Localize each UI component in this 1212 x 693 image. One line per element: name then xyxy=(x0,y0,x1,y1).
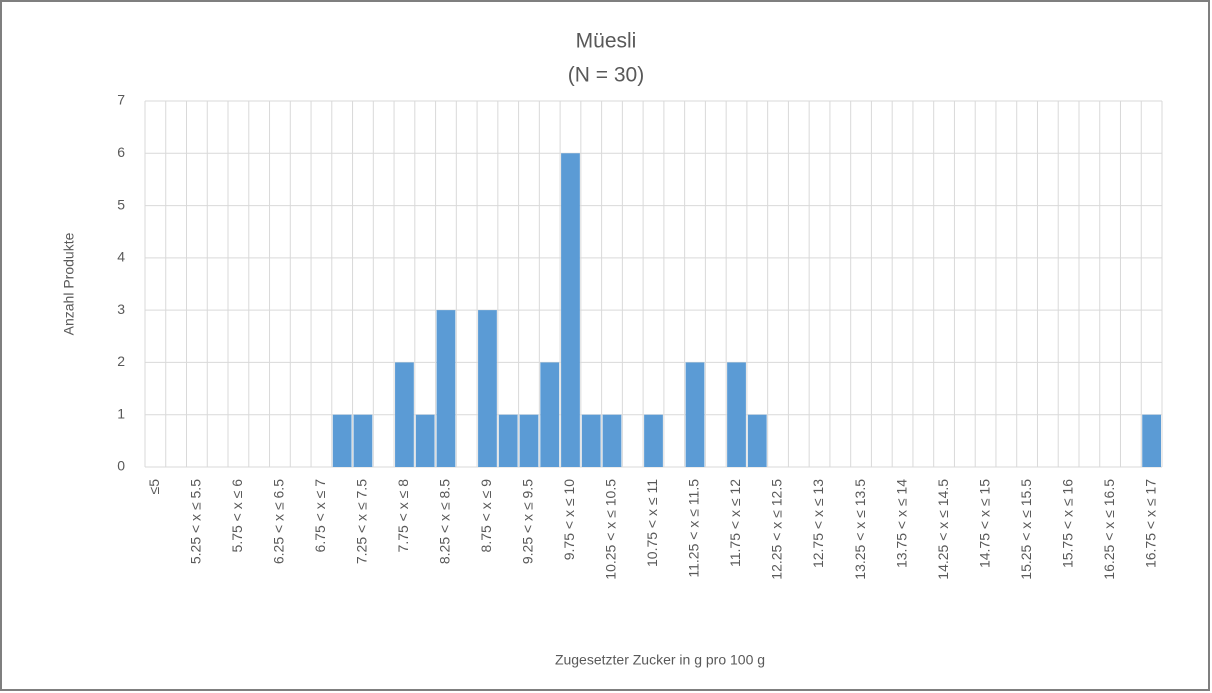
chart-title: Müesli xyxy=(576,30,637,53)
bar xyxy=(395,362,414,467)
x-tick-label: 10.25 < x ≤ 10.5 xyxy=(603,479,619,580)
x-tick-label: 5.25 < x ≤ 5.5 xyxy=(188,479,204,564)
x-tick-label: 8.25 < x ≤ 8.5 xyxy=(437,479,453,564)
y-tick-label: 5 xyxy=(117,196,125,212)
bar xyxy=(415,414,435,467)
bar xyxy=(727,362,746,467)
x-tick-label: 8.75 < x ≤ 9 xyxy=(478,479,494,553)
y-tick-label: 0 xyxy=(117,458,125,474)
bar xyxy=(685,362,705,467)
bar xyxy=(332,414,352,467)
y-tick-label: 2 xyxy=(117,353,125,369)
chart-subtitle: (N = 30) xyxy=(568,64,644,87)
x-tick-label: 14.25 < x ≤ 14.5 xyxy=(935,479,951,580)
x-tick-label: 6.75 < x ≤ 7 xyxy=(312,479,328,553)
y-axis-label: Anzahl Produkte xyxy=(61,232,77,335)
bar xyxy=(498,414,518,467)
y-tick-label: 3 xyxy=(117,301,125,317)
bar xyxy=(747,414,767,467)
x-tick-label: 16.25 < x ≤ 16.5 xyxy=(1101,479,1117,580)
x-tick-label: 15.25 < x ≤ 15.5 xyxy=(1018,479,1034,580)
x-tick-label: 9.75 < x ≤ 10 xyxy=(561,479,577,560)
x-tick-label: 5.75 < x ≤ 6 xyxy=(229,479,245,553)
bar xyxy=(1142,414,1161,467)
x-tick-label: 11.25 < x ≤ 11.5 xyxy=(686,479,702,578)
x-tick-label: 16.75 < x ≤ 17 xyxy=(1142,479,1158,568)
x-tick-label: 7.75 < x ≤ 8 xyxy=(395,479,411,553)
bar xyxy=(581,414,601,467)
y-tick-label: 7 xyxy=(117,92,125,108)
x-tick-label: 7.25 < x ≤ 7.5 xyxy=(354,479,370,564)
x-tick-label: 10.75 < x ≤ 11 xyxy=(644,479,660,567)
x-tick-label: 11.75 < x ≤ 12 xyxy=(727,479,743,567)
x-axis-label: Zugesetzter Zucker in g pro 100 g xyxy=(555,652,765,668)
y-tick-label: 4 xyxy=(117,249,125,265)
x-tick-label: 13.25 < x ≤ 13.5 xyxy=(852,479,868,580)
x-tick-label: 9.25 < x ≤ 9.5 xyxy=(520,479,536,564)
x-tick-label: 12.75 < x ≤ 13 xyxy=(810,479,826,568)
y-tick-label: 6 xyxy=(117,144,125,160)
bar xyxy=(602,414,622,467)
bar xyxy=(436,310,456,467)
x-tick-label: 12.25 < x ≤ 12.5 xyxy=(769,479,785,580)
y-tick-label: 1 xyxy=(117,405,125,421)
x-tick-label: 15.75 < x ≤ 16 xyxy=(1059,479,1075,568)
bar xyxy=(353,414,373,467)
bar xyxy=(561,153,580,468)
x-tick-label: 14.75 < x ≤ 15 xyxy=(976,479,992,568)
x-tick-label: 6.25 < x ≤ 6.5 xyxy=(271,479,287,564)
x-tick-label: ≤5 xyxy=(146,479,162,495)
bar xyxy=(519,414,539,467)
bar xyxy=(540,362,560,467)
bar xyxy=(478,310,497,467)
bar xyxy=(644,414,663,467)
x-tick-label: 13.75 < x ≤ 14 xyxy=(893,479,909,568)
